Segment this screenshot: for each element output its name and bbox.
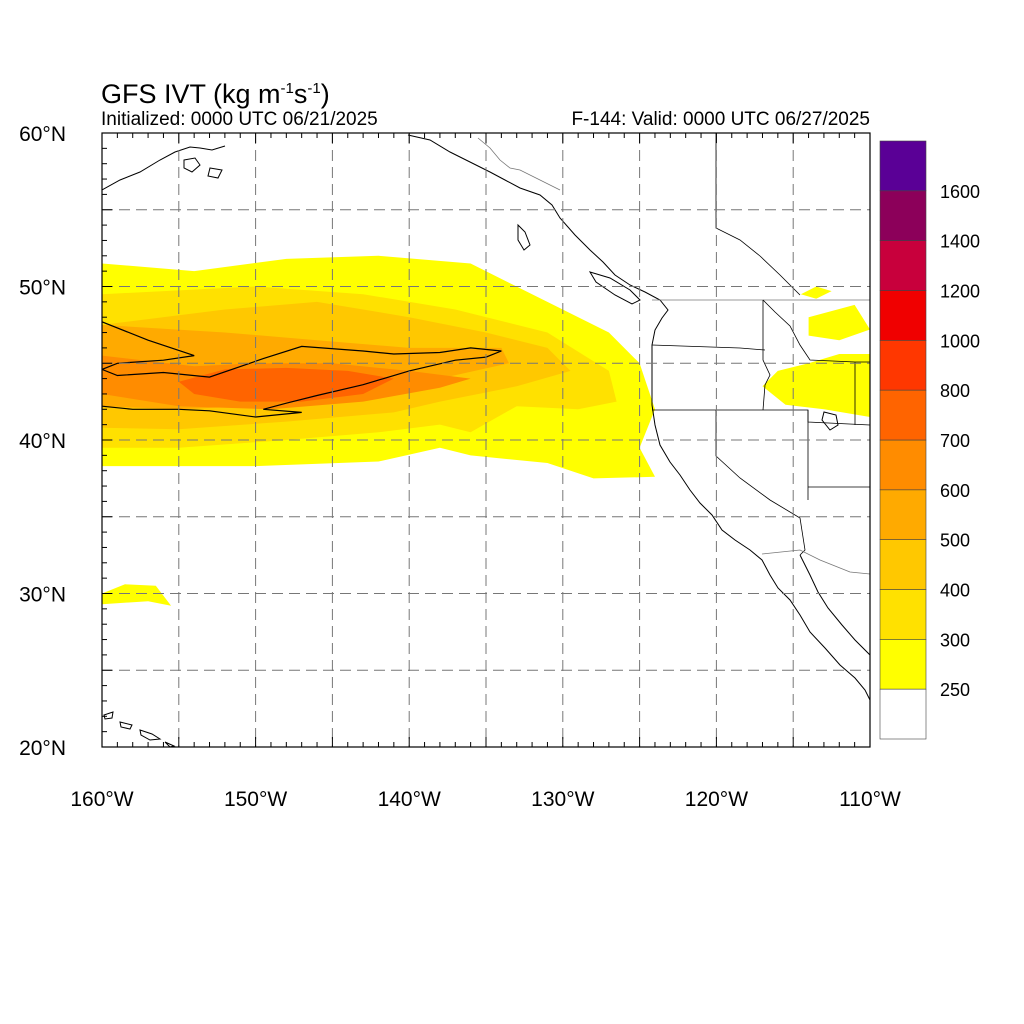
colorbar-box [879, 240, 927, 291]
chart-title: GFS IVT (kg m-1s-1) [101, 72, 330, 111]
oregon-washington-border [651, 344, 766, 351]
colorbar-label: 1400 [940, 232, 980, 252]
hawaii-island-3 [139, 729, 162, 741]
colorbar-box [879, 290, 927, 341]
colorbar-label: 250 [940, 680, 970, 700]
hawaii-island-4 [164, 741, 176, 747]
ivt-shading-layer [102, 255, 870, 606]
california-nevada-border [715, 410, 806, 556]
alaska-island-2 [207, 167, 223, 179]
montana-idaho-border [762, 299, 856, 363]
y-tick-label: 50°N [19, 277, 66, 300]
haida-gwaii [517, 223, 531, 251]
colorbar-box [879, 539, 927, 590]
ivt-region-700-9 [178, 367, 394, 402]
graticule [102, 133, 870, 747]
vancouver-island [588, 271, 641, 305]
map-frame [101, 132, 871, 748]
colorbar-box [879, 190, 927, 241]
colorbar: 250 300 400 500 600 700 800 1000 1200 1400 1600 [879, 140, 980, 740]
colorbar-box [879, 339, 927, 391]
title-end: ) [320, 79, 330, 109]
y-tick-label: 60°N [19, 123, 66, 146]
colorbar-box [879, 489, 927, 540]
colorbar-box [879, 439, 927, 491]
ivt-contour-line [102, 321, 502, 418]
us-mexico-border [761, 549, 870, 575]
colorbar-box [879, 638, 927, 690]
colorbar-label: 600 [940, 481, 970, 501]
axis-labels: 160°W 150°W 140°W 130°W 120°W 110°W 60°N 50°N 40… [19, 123, 901, 811]
title-mid: s [293, 79, 308, 109]
hawaii-island-2 [119, 721, 133, 730]
colorbar-label: 700 [940, 431, 970, 451]
title-superscript-1: -1 [280, 80, 294, 97]
x-tick-label: 130°W [531, 788, 594, 811]
x-tick-label: 160°W [70, 788, 133, 811]
ivt-region-250-4 [808, 304, 870, 341]
wyoming-border [854, 361, 870, 425]
colorbar-label: 400 [940, 581, 970, 601]
colorbar-box [879, 389, 927, 441]
y-tick-label: 40°N [19, 430, 66, 453]
alaska-coast-west [102, 145, 226, 191]
ivt-region-250-3 [800, 286, 832, 299]
ivt-region-250-1 [102, 584, 172, 606]
y-tick-label: 30°N [19, 584, 66, 607]
great-salt-lake [821, 411, 839, 431]
alaska-island-1 [183, 157, 201, 173]
colorbar-label: 1200 [940, 282, 980, 302]
title-main: GFS IVT (kg m [101, 79, 281, 109]
ivt-region-250-2 [762, 354, 870, 417]
colorbar-label: 1600 [940, 182, 980, 202]
axis-ticks [101, 132, 871, 748]
north-america-coastline [407, 134, 870, 701]
x-tick-label: 110°W [839, 788, 901, 811]
coastline-layer [102, 134, 870, 747]
colorbar-label: 500 [940, 531, 970, 551]
hawaii-island-1 [103, 711, 114, 720]
state-border-layer [477, 133, 870, 575]
x-tick-label: 150°W [224, 788, 287, 811]
valid-time-label: F-144: Valid: 0000 UTC 06/27/2025 [571, 109, 870, 130]
title-superscript-2: -1 [307, 80, 321, 97]
alberta-bc-border [715, 133, 801, 296]
colorbar-box [879, 589, 927, 640]
x-tick-label: 120°W [685, 788, 748, 811]
x-tick-label: 140°W [378, 788, 441, 811]
colorbar-label: 1000 [940, 331, 980, 351]
alaska-canada-border [477, 137, 561, 191]
y-tick-label: 20°N [19, 737, 66, 760]
initialized-label: Initialized: 0000 UTC 06/21/2025 [101, 109, 378, 130]
colorbar-label: 300 [940, 630, 970, 650]
colorbar-label: 800 [940, 381, 970, 401]
idaho-west-border [762, 300, 771, 411]
gulf-of-california-coast [799, 554, 870, 656]
colorbar-box [879, 688, 927, 740]
colorbar-box [879, 140, 927, 192]
